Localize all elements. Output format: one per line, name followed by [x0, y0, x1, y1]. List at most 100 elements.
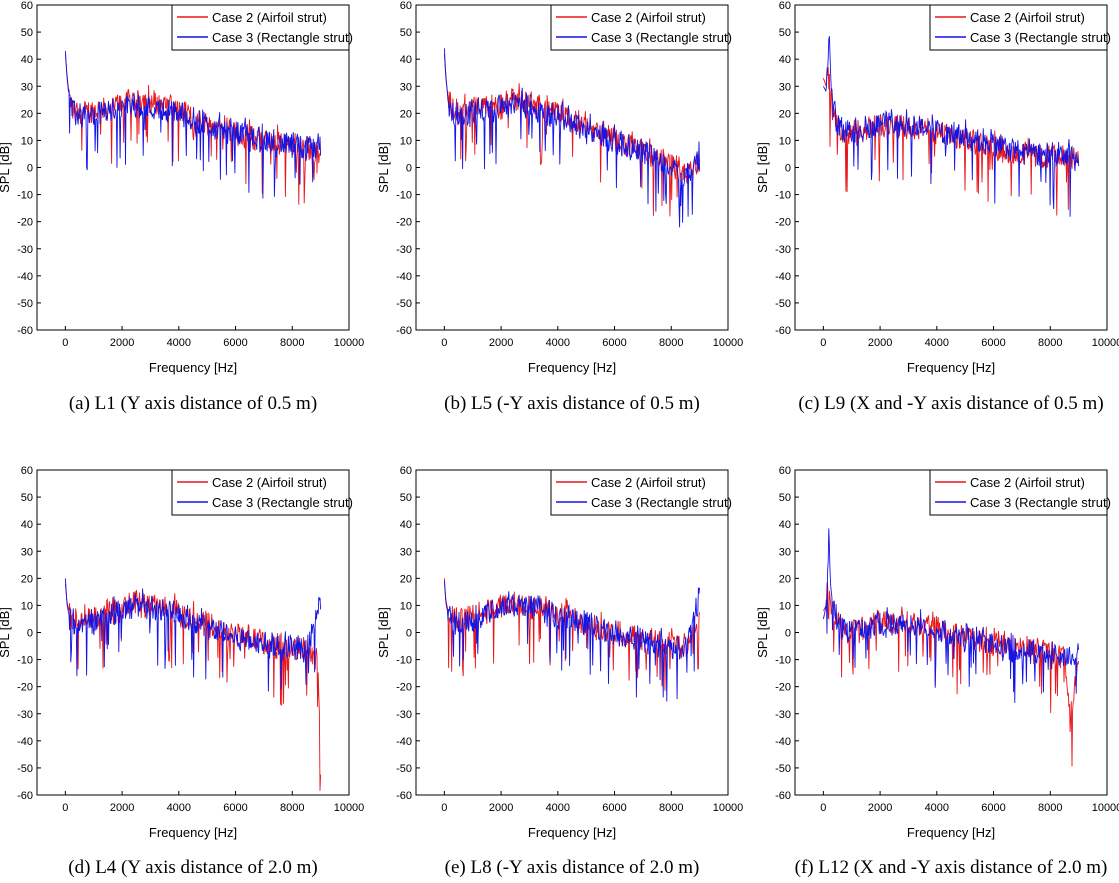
x-tick-label: 8000: [1038, 802, 1062, 814]
y-tick-label: -60: [396, 325, 412, 337]
y-tick-label: 50: [21, 492, 33, 504]
y-tick-label: -20: [396, 217, 412, 229]
chart-panel-f: 60 50 40 30 20 10 0 -10 -20 -30 -40 -50 -60 0 2000 4000…: [755, 465, 1119, 878]
x-tick-label: 2000: [868, 802, 892, 814]
y-tick-label: 30: [779, 546, 791, 558]
y-axis-title: SPL [dB]: [376, 142, 391, 193]
y-tick-label: -50: [396, 298, 412, 310]
legend-label-case3: Case 3 (Rectangle strut): [591, 30, 732, 45]
x-tick-label: 0: [441, 337, 447, 349]
legend-label-case2: Case 2 (Airfoil strut): [970, 10, 1085, 25]
x-axis-title: Frequency [Hz]: [907, 825, 995, 840]
y-tick-label: -10: [775, 190, 791, 202]
y-tick-label: 40: [400, 54, 412, 66]
plot-frame: [36, 4, 350, 331]
y-tick-label: 20: [21, 573, 33, 585]
y-axis-title: SPL [dB]: [0, 607, 12, 658]
y-tick-label: 50: [400, 27, 412, 39]
y-tick-label: 40: [21, 54, 33, 66]
chart-panel-a: 60 50 40 30 20 10 0 -10 -20 -30 -40 -50 -60 0 2000 4000…: [0, 0, 364, 414]
y-tick-label: -30: [396, 709, 412, 721]
y-tick-label: 20: [21, 108, 33, 120]
x-tick-label: 6000: [223, 337, 247, 349]
y-tick-label: 60: [400, 465, 412, 477]
series-line-case3: [64, 50, 322, 199]
panel-caption: (f) L12 (X and -Y axis distance of 2.0 m…: [795, 857, 1108, 878]
y-tick-label: 50: [400, 492, 412, 504]
y-tick-label: -20: [396, 682, 412, 694]
legend-box: [929, 469, 1108, 516]
y-tick-label: 40: [400, 519, 412, 531]
y-tick-label: -20: [775, 682, 791, 694]
y-tick-label: 60: [779, 0, 791, 12]
y-tick-label: 30: [21, 546, 33, 558]
legend-label-case3: Case 3 (Rectangle strut): [970, 30, 1111, 45]
y-tick-label: -20: [775, 217, 791, 229]
y-tick-label: 10: [21, 600, 33, 612]
x-tick-label: 0: [441, 802, 447, 814]
y-tick-label: 50: [21, 27, 33, 39]
y-tick-label: 30: [21, 81, 33, 93]
y-tick-label: -50: [17, 763, 33, 775]
x-tick-label: 10000: [1092, 802, 1119, 814]
legend-label-case2: Case 2 (Airfoil strut): [970, 475, 1085, 490]
legend-box: [550, 469, 729, 516]
y-tick-label: 10: [21, 135, 33, 147]
legend-box: [929, 4, 1108, 51]
x-tick-label: 4000: [167, 802, 191, 814]
series-line-case2: [823, 582, 1080, 767]
x-tick-label: 8000: [659, 337, 683, 349]
panel-caption: (c) L9 (X and -Y axis distance of 0.5 m): [798, 393, 1103, 414]
x-tick-label: 0: [62, 337, 68, 349]
y-tick-label: 30: [400, 546, 412, 558]
x-tick-label: 6000: [981, 802, 1005, 814]
y-tick-label: -10: [17, 190, 33, 202]
y-tick-label: 0: [406, 628, 412, 640]
legend-label-case2: Case 2 (Airfoil strut): [591, 475, 706, 490]
x-tick-label: 4000: [925, 802, 949, 814]
chart-panel-b: 60 50 40 30 20 10 0 -10 -20 -30 -40 -50 -60 0 2000 4000…: [376, 0, 743, 414]
x-tick-label: 4000: [167, 337, 191, 349]
y-tick-label: 0: [785, 163, 791, 175]
y-tick-label: -60: [17, 790, 33, 802]
x-tick-label: 2000: [868, 337, 892, 349]
x-tick-label: 10000: [334, 337, 365, 349]
y-tick-label: 0: [27, 163, 33, 175]
y-axis-title: SPL [dB]: [376, 607, 391, 658]
x-tick-label: 2000: [110, 337, 134, 349]
panel-caption: (a) L1 (Y axis distance of 0.5 m): [69, 393, 317, 414]
y-tick-label: 10: [779, 600, 791, 612]
y-tick-label: -40: [17, 736, 33, 748]
y-tick-label: -40: [775, 736, 791, 748]
y-tick-label: -30: [17, 244, 33, 256]
series-line-case3: [822, 528, 1080, 703]
legend-box: [171, 469, 350, 516]
y-axis-title: SPL [dB]: [755, 142, 770, 193]
y-tick-label: -40: [396, 736, 412, 748]
y-tick-label: 20: [400, 573, 412, 585]
y-tick-label: 20: [779, 573, 791, 585]
y-tick-label: 10: [400, 600, 412, 612]
y-tick-label: -60: [17, 325, 33, 337]
x-tick-label: 8000: [280, 337, 304, 349]
x-tick-label: 8000: [1038, 337, 1062, 349]
y-tick-label: -20: [17, 217, 33, 229]
y-axis-title: SPL [dB]: [755, 607, 770, 658]
x-tick-label: 8000: [280, 802, 304, 814]
y-tick-label: -20: [17, 682, 33, 694]
y-axis-title: SPL [dB]: [0, 142, 12, 193]
y-tick-label: -10: [396, 190, 412, 202]
x-tick-label: 6000: [981, 337, 1005, 349]
y-tick-label: 0: [785, 628, 791, 640]
y-tick-label: 60: [21, 0, 33, 12]
x-tick-label: 8000: [659, 802, 683, 814]
y-tick-label: -30: [775, 244, 791, 256]
legend-label-case3: Case 3 (Rectangle strut): [970, 495, 1111, 510]
series-line-case3: [443, 48, 701, 228]
y-tick-label: 0: [27, 628, 33, 640]
y-tick-label: 60: [21, 465, 33, 477]
panel-caption: (d) L4 (Y axis distance of 2.0 m): [68, 857, 317, 878]
legend-label-case3: Case 3 (Rectangle strut): [212, 30, 353, 45]
panel-caption: (b) L5 (-Y axis distance of 0.5 m): [444, 393, 700, 414]
